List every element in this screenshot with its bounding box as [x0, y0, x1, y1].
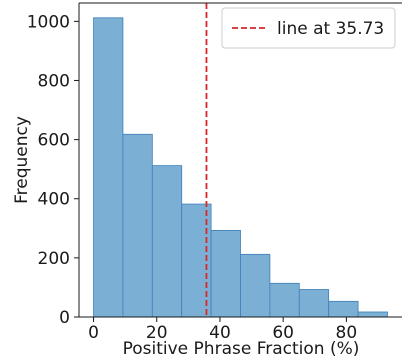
histogram-bar-0: [93, 17, 124, 318]
histogram-bar-9: [357, 311, 388, 318]
legend-box: [221, 7, 396, 49]
x-axis-label: Positive Phrase Fraction (%): [123, 339, 360, 358]
y-tick-group: 0 200 400 600 800 1000: [27, 12, 79, 328]
x-tick-label: 0: [88, 323, 99, 343]
histogram-bar-2: [151, 165, 183, 318]
bars-group: [93, 17, 388, 318]
x-tick-label: 60: [272, 323, 294, 343]
y-tick-label: 400: [38, 190, 70, 210]
y-tick-label: 800: [38, 71, 70, 91]
x-tick-label: 40: [209, 323, 231, 343]
y-axis-label: Frequency: [12, 116, 32, 204]
legend-label: line at 35.73: [277, 19, 384, 39]
axes-group: [78, 2, 402, 318]
histogram-bar-5: [240, 253, 271, 318]
y-tick-label: 0: [59, 308, 70, 328]
histogram-bar-4: [210, 229, 241, 318]
histogram-bar-8: [328, 300, 359, 318]
y-tick-label: 200: [38, 249, 70, 269]
x-tick-label: 80: [336, 323, 358, 343]
legend: line at 35.73: [221, 7, 396, 49]
histogram-bar-6: [269, 282, 300, 318]
y-tick-label: 600: [38, 131, 70, 151]
histogram-bar-7: [298, 289, 330, 318]
histogram-bar-1: [122, 133, 153, 318]
x-tick-label: 20: [146, 323, 168, 343]
x-tick-group: 0 20 40 60 80: [88, 317, 357, 343]
y-tick-label: 1000: [27, 12, 70, 32]
